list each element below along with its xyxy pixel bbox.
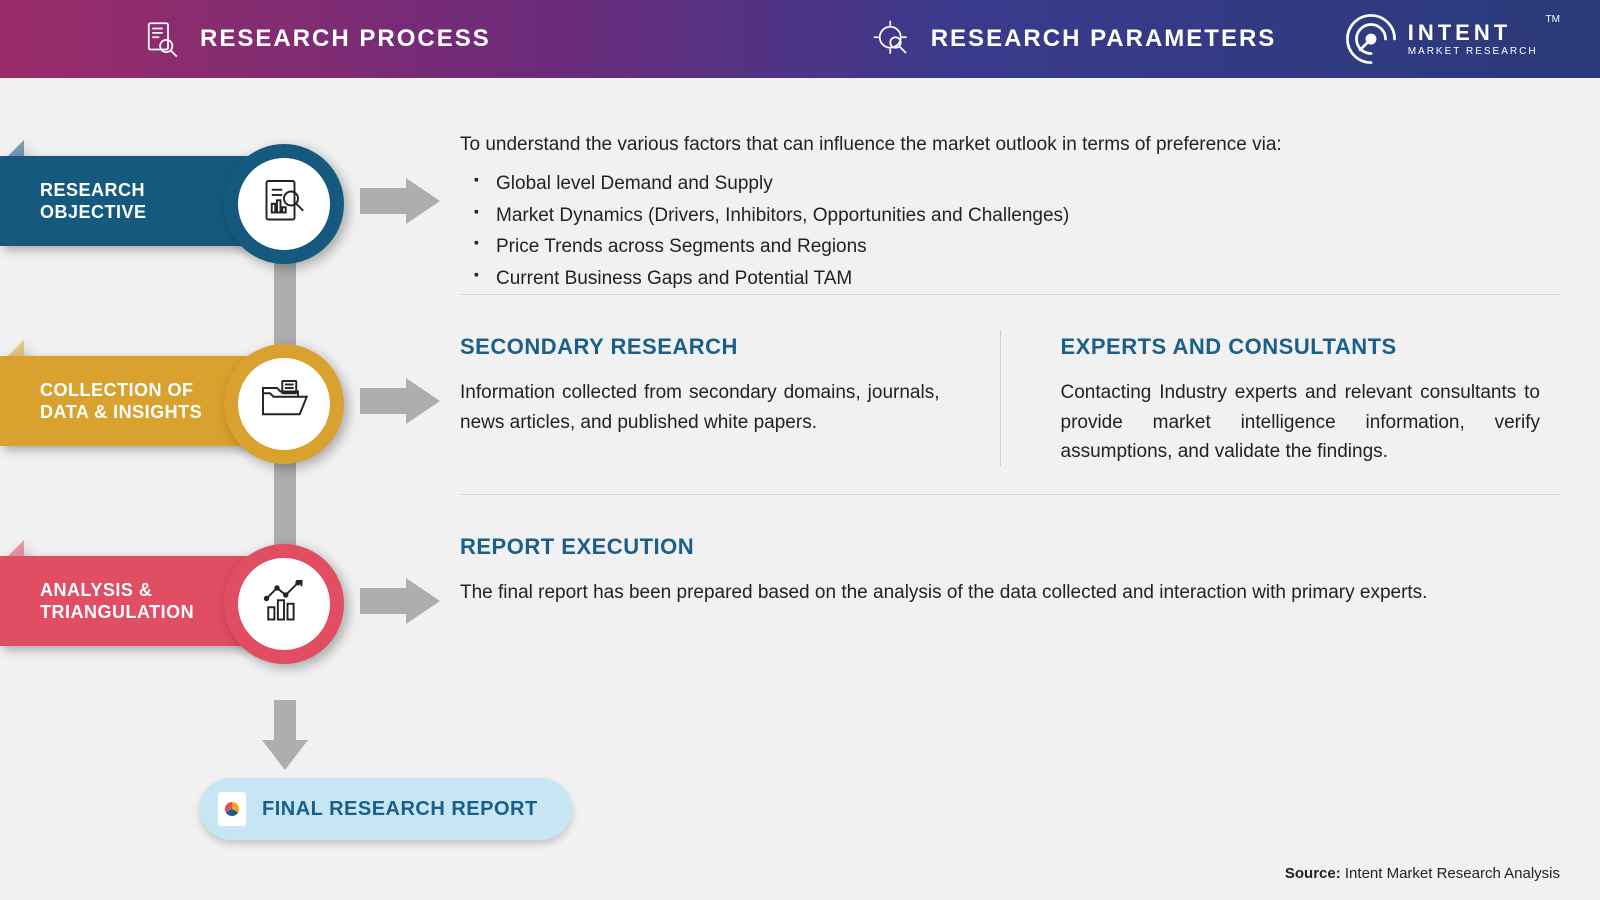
column-divider (1000, 330, 1001, 466)
source-value: Intent Market Research Analysis (1345, 865, 1560, 882)
experts-title: EXPERTS AND CONSULTANTS (1061, 330, 1541, 364)
arrow-right-icon (360, 578, 440, 624)
header-left-title: RESEARCH PROCESS (200, 25, 491, 53)
logo-tm: TM (1546, 14, 1560, 25)
circle-step1 (224, 144, 344, 264)
target-icon (1342, 10, 1400, 68)
step-research-objective: RESEARCH OBJECTIVE To understand the var… (0, 108, 1600, 308)
report-execution-title: REPORT EXECUTION (460, 530, 1540, 564)
ribbon-step3: ANALYSIS & TRIANGULATION (0, 556, 260, 646)
folder-open-icon (256, 374, 312, 435)
ribbon-step2-label: COLLECTION OF DATA & INSIGHTS (40, 379, 210, 424)
final-report-label: FINAL RESEARCH REPORT (262, 798, 538, 821)
bullet-item: Price Trends across Segments and Regions (496, 232, 1540, 261)
research-parameters-icon (871, 18, 913, 60)
ribbon-step3-label: ANALYSIS & TRIANGULATION (40, 579, 210, 624)
research-process-icon (140, 18, 182, 60)
step3-body: REPORT EXECUTION The final report has be… (460, 530, 1540, 608)
circle-step3 (224, 544, 344, 664)
content-area: RESEARCH OBJECTIVE To understand the var… (0, 78, 1600, 900)
ribbon-step1: RESEARCH OBJECTIVE (0, 156, 260, 246)
step-data-collection: COLLECTION OF DATA & INSIGHTS (0, 308, 1600, 508)
report-doc-icon (218, 792, 246, 826)
ribbon-step1-label: RESEARCH OBJECTIVE (40, 179, 210, 224)
report-execution-body: The final report has been prepared based… (460, 578, 1540, 607)
report-search-icon (256, 174, 312, 235)
circle-step2 (224, 344, 344, 464)
secondary-research-col: SECONDARY RESEARCH Information collected… (460, 330, 940, 466)
step2-body: SECONDARY RESEARCH Information collected… (460, 330, 1540, 466)
experts-body: Contacting Industry experts and relevant… (1061, 378, 1541, 466)
step1-intro: To understand the various factors that c… (460, 130, 1540, 159)
secondary-research-body: Information collected from secondary dom… (460, 378, 940, 437)
step-analysis: ANALYSIS & TRIANGULATION REPORT (0, 508, 1600, 688)
arrow-down-icon (262, 700, 308, 770)
arrow-right-icon (360, 178, 440, 224)
step1-bullets: Global level Demand and Supply Market Dy… (460, 169, 1540, 293)
bullet-item: Market Dynamics (Drivers, Inhibitors, Op… (496, 201, 1540, 230)
step1-body: To understand the various factors that c… (460, 130, 1540, 295)
header-right-title: RESEARCH PARAMETERS (931, 25, 1277, 53)
experts-col: EXPERTS AND CONSULTANTS Contacting Indus… (1061, 330, 1541, 466)
header-left: RESEARCH PROCESS (140, 18, 491, 60)
arrow-right-icon (360, 378, 440, 424)
ribbon-step2: COLLECTION OF DATA & INSIGHTS (0, 356, 260, 446)
brand-logo: INTENT MARKET RESEARCH TM (1342, 10, 1560, 68)
bullet-item: Global level Demand and Supply (496, 169, 1540, 198)
bar-line-chart-icon (256, 574, 312, 635)
logo-main-text: INTENT (1408, 22, 1538, 44)
bullet-item: Current Business Gaps and Potential TAM (496, 264, 1540, 293)
header-bar: RESEARCH PROCESS RESEARCH PARAMETERS INT… (0, 0, 1600, 78)
secondary-research-title: SECONDARY RESEARCH (460, 330, 940, 364)
source-label: Source: (1285, 865, 1341, 882)
final-report-pill: FINAL RESEARCH REPORT (200, 778, 572, 840)
header-right: RESEARCH PARAMETERS (871, 18, 1277, 60)
source-attribution: Source: Intent Market Research Analysis (1285, 865, 1560, 882)
logo-sub-text: MARKET RESEARCH (1408, 47, 1538, 57)
